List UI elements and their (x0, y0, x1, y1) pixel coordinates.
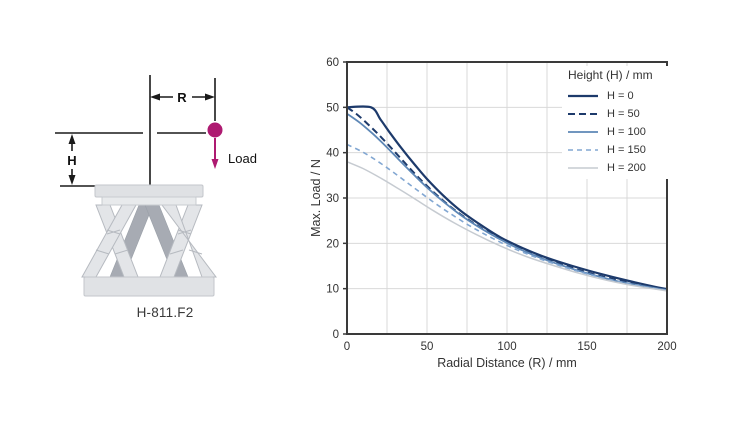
curve-H=0 (347, 105, 667, 291)
y-tick-label: 30 (326, 193, 339, 205)
hexapod-base-plate (83, 276, 215, 297)
strut-joints (95, 229, 203, 255)
plot-area: 0 10 20 30 40 50 60 0 50 100 150 200 (326, 57, 676, 353)
load-label: Load (228, 151, 257, 166)
legend-entry-label: H = 150 (607, 144, 646, 156)
dimension-label-r: R (177, 90, 187, 105)
legend-entry-label: H = 100 (607, 126, 646, 138)
legend-entry-label: H = 200 (607, 162, 646, 174)
legend-line-sample (568, 167, 598, 169)
r-arrow-right (205, 93, 215, 101)
legend-line-sample (568, 113, 598, 115)
legend-line-sample (568, 149, 598, 151)
r-arrow-left (150, 93, 160, 101)
legend-line-sample (568, 131, 598, 133)
y-axis-title: Max. Load / N (309, 159, 323, 237)
x-tick-label: 50 (421, 341, 434, 353)
load-ball (207, 122, 223, 138)
model-caption: H-811.F2 (136, 305, 194, 320)
y-tick-label: 40 (326, 148, 339, 160)
x-tick-label: 0 (344, 341, 350, 353)
hexapod-top-plate-lower (101, 196, 197, 206)
hexapod-diagram: R H Load (55, 75, 257, 297)
dimension-label-h: H (67, 153, 76, 168)
legend-entry: H = 0 (568, 87, 674, 105)
load-chart: 0 10 20 30 40 50 60 0 50 100 150 200 Max. Load / N … (300, 40, 740, 400)
legend-line-sample (568, 94, 598, 98)
legend-entry: H = 50 (568, 105, 674, 123)
legend-entry: H = 150 (568, 141, 674, 159)
x-tick-label: 100 (497, 341, 516, 353)
legend-entry: H = 100 (568, 123, 674, 141)
legend-entry-label: H = 0 (607, 90, 634, 102)
chart-legend: Height (H) / mm H = 0 H = 50 H = 100 H = 15… (562, 66, 674, 179)
y-tick-label: 10 (326, 284, 339, 296)
hexapod-front-struts (81, 204, 217, 278)
curve-H=150 (347, 143, 667, 292)
h-arrow-down (68, 175, 76, 185)
x-tick-label: 150 (577, 341, 596, 353)
h-arrow-up (68, 134, 76, 144)
legend-title: Height (H) / mm (568, 68, 653, 82)
y-tick-label: 60 (326, 57, 339, 69)
x-tick-label: 200 (657, 341, 676, 353)
legend-entry: H = 200 (568, 159, 674, 177)
legend-entry-label: H = 50 (607, 108, 640, 120)
load-arrow-head (211, 159, 219, 169)
y-tick-label: 20 (326, 238, 339, 250)
y-tick-label: 0 (333, 329, 339, 341)
hexapod-top-plate (94, 184, 204, 198)
curve-H=200 (347, 161, 667, 292)
x-axis-title: Radial Distance (R) / mm (437, 356, 577, 370)
y-tick-label: 50 (326, 102, 339, 114)
